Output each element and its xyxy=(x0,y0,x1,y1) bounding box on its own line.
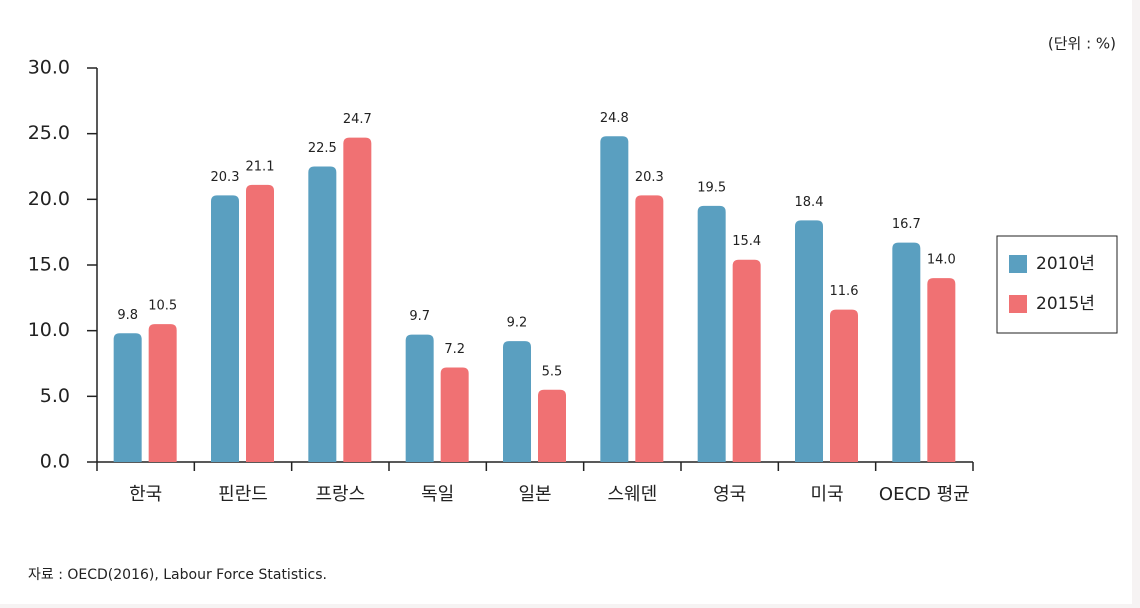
legend-label: 2010년 xyxy=(1036,254,1095,274)
bar xyxy=(405,334,434,462)
x-tick-label: 한국 xyxy=(129,484,162,505)
value-label: 9.8 xyxy=(117,308,138,323)
value-label: 21.1 xyxy=(246,159,275,174)
bar xyxy=(503,341,531,462)
value-label: 19.5 xyxy=(697,180,726,195)
bar xyxy=(113,333,142,462)
bar xyxy=(830,309,858,462)
value-label: 18.4 xyxy=(795,195,824,210)
bar xyxy=(795,220,823,462)
y-tick-label: 5.0 xyxy=(40,385,70,407)
bar xyxy=(308,166,337,462)
bar xyxy=(892,242,921,462)
x-tick-label: 미국 xyxy=(810,484,843,505)
value-label: 24.7 xyxy=(343,112,372,127)
y-tick-label: 10.0 xyxy=(28,319,70,341)
y-tick-label: 25.0 xyxy=(28,122,70,144)
bar xyxy=(732,259,761,462)
y-tick-label: 20.0 xyxy=(28,188,70,210)
value-label: 9.2 xyxy=(507,316,528,331)
x-tick-label: 독일 xyxy=(421,484,454,505)
bar xyxy=(148,324,177,462)
value-label: 24.8 xyxy=(600,111,629,126)
bar xyxy=(538,389,566,462)
x-tick-label: 핀란드 xyxy=(218,484,268,505)
y-tick-label: 0.0 xyxy=(40,451,70,473)
x-tick-label: 스웨덴 xyxy=(607,484,657,505)
y-tick-label: 30.0 xyxy=(28,57,70,79)
x-tick-label: 프랑스 xyxy=(315,484,365,505)
value-label: 15.4 xyxy=(732,234,761,249)
value-label: 20.3 xyxy=(211,170,240,185)
value-label: 9.7 xyxy=(409,309,430,324)
value-label: 16.7 xyxy=(892,217,921,232)
y-tick-label: 15.0 xyxy=(28,254,70,276)
legend-swatch xyxy=(1009,295,1027,313)
legend-label: 2015년 xyxy=(1036,294,1095,314)
bar xyxy=(343,137,372,462)
unit-note: (단위 : %) xyxy=(1048,35,1116,53)
bar xyxy=(211,195,239,463)
bar xyxy=(600,136,629,462)
bar xyxy=(635,195,664,463)
legend-swatch xyxy=(1009,255,1027,273)
x-tick-label: OECD 평균 xyxy=(879,484,970,505)
x-tick-label: 영국 xyxy=(713,484,746,505)
bar xyxy=(927,278,956,462)
value-label: 10.5 xyxy=(148,299,177,314)
bar xyxy=(440,367,469,462)
source: 자료 : OECD(2016), Labour Force Statistics… xyxy=(28,567,327,583)
value-label: 14.0 xyxy=(927,253,956,268)
value-label: 5.5 xyxy=(542,364,563,379)
x-tick-label: 일본 xyxy=(518,484,551,505)
legend-box xyxy=(996,235,1118,334)
value-label: 22.5 xyxy=(308,141,337,156)
value-label: 7.2 xyxy=(444,342,465,357)
value-label: 11.6 xyxy=(830,284,859,299)
value-label: 20.3 xyxy=(635,170,664,185)
bar xyxy=(697,205,726,462)
bar xyxy=(246,184,274,463)
